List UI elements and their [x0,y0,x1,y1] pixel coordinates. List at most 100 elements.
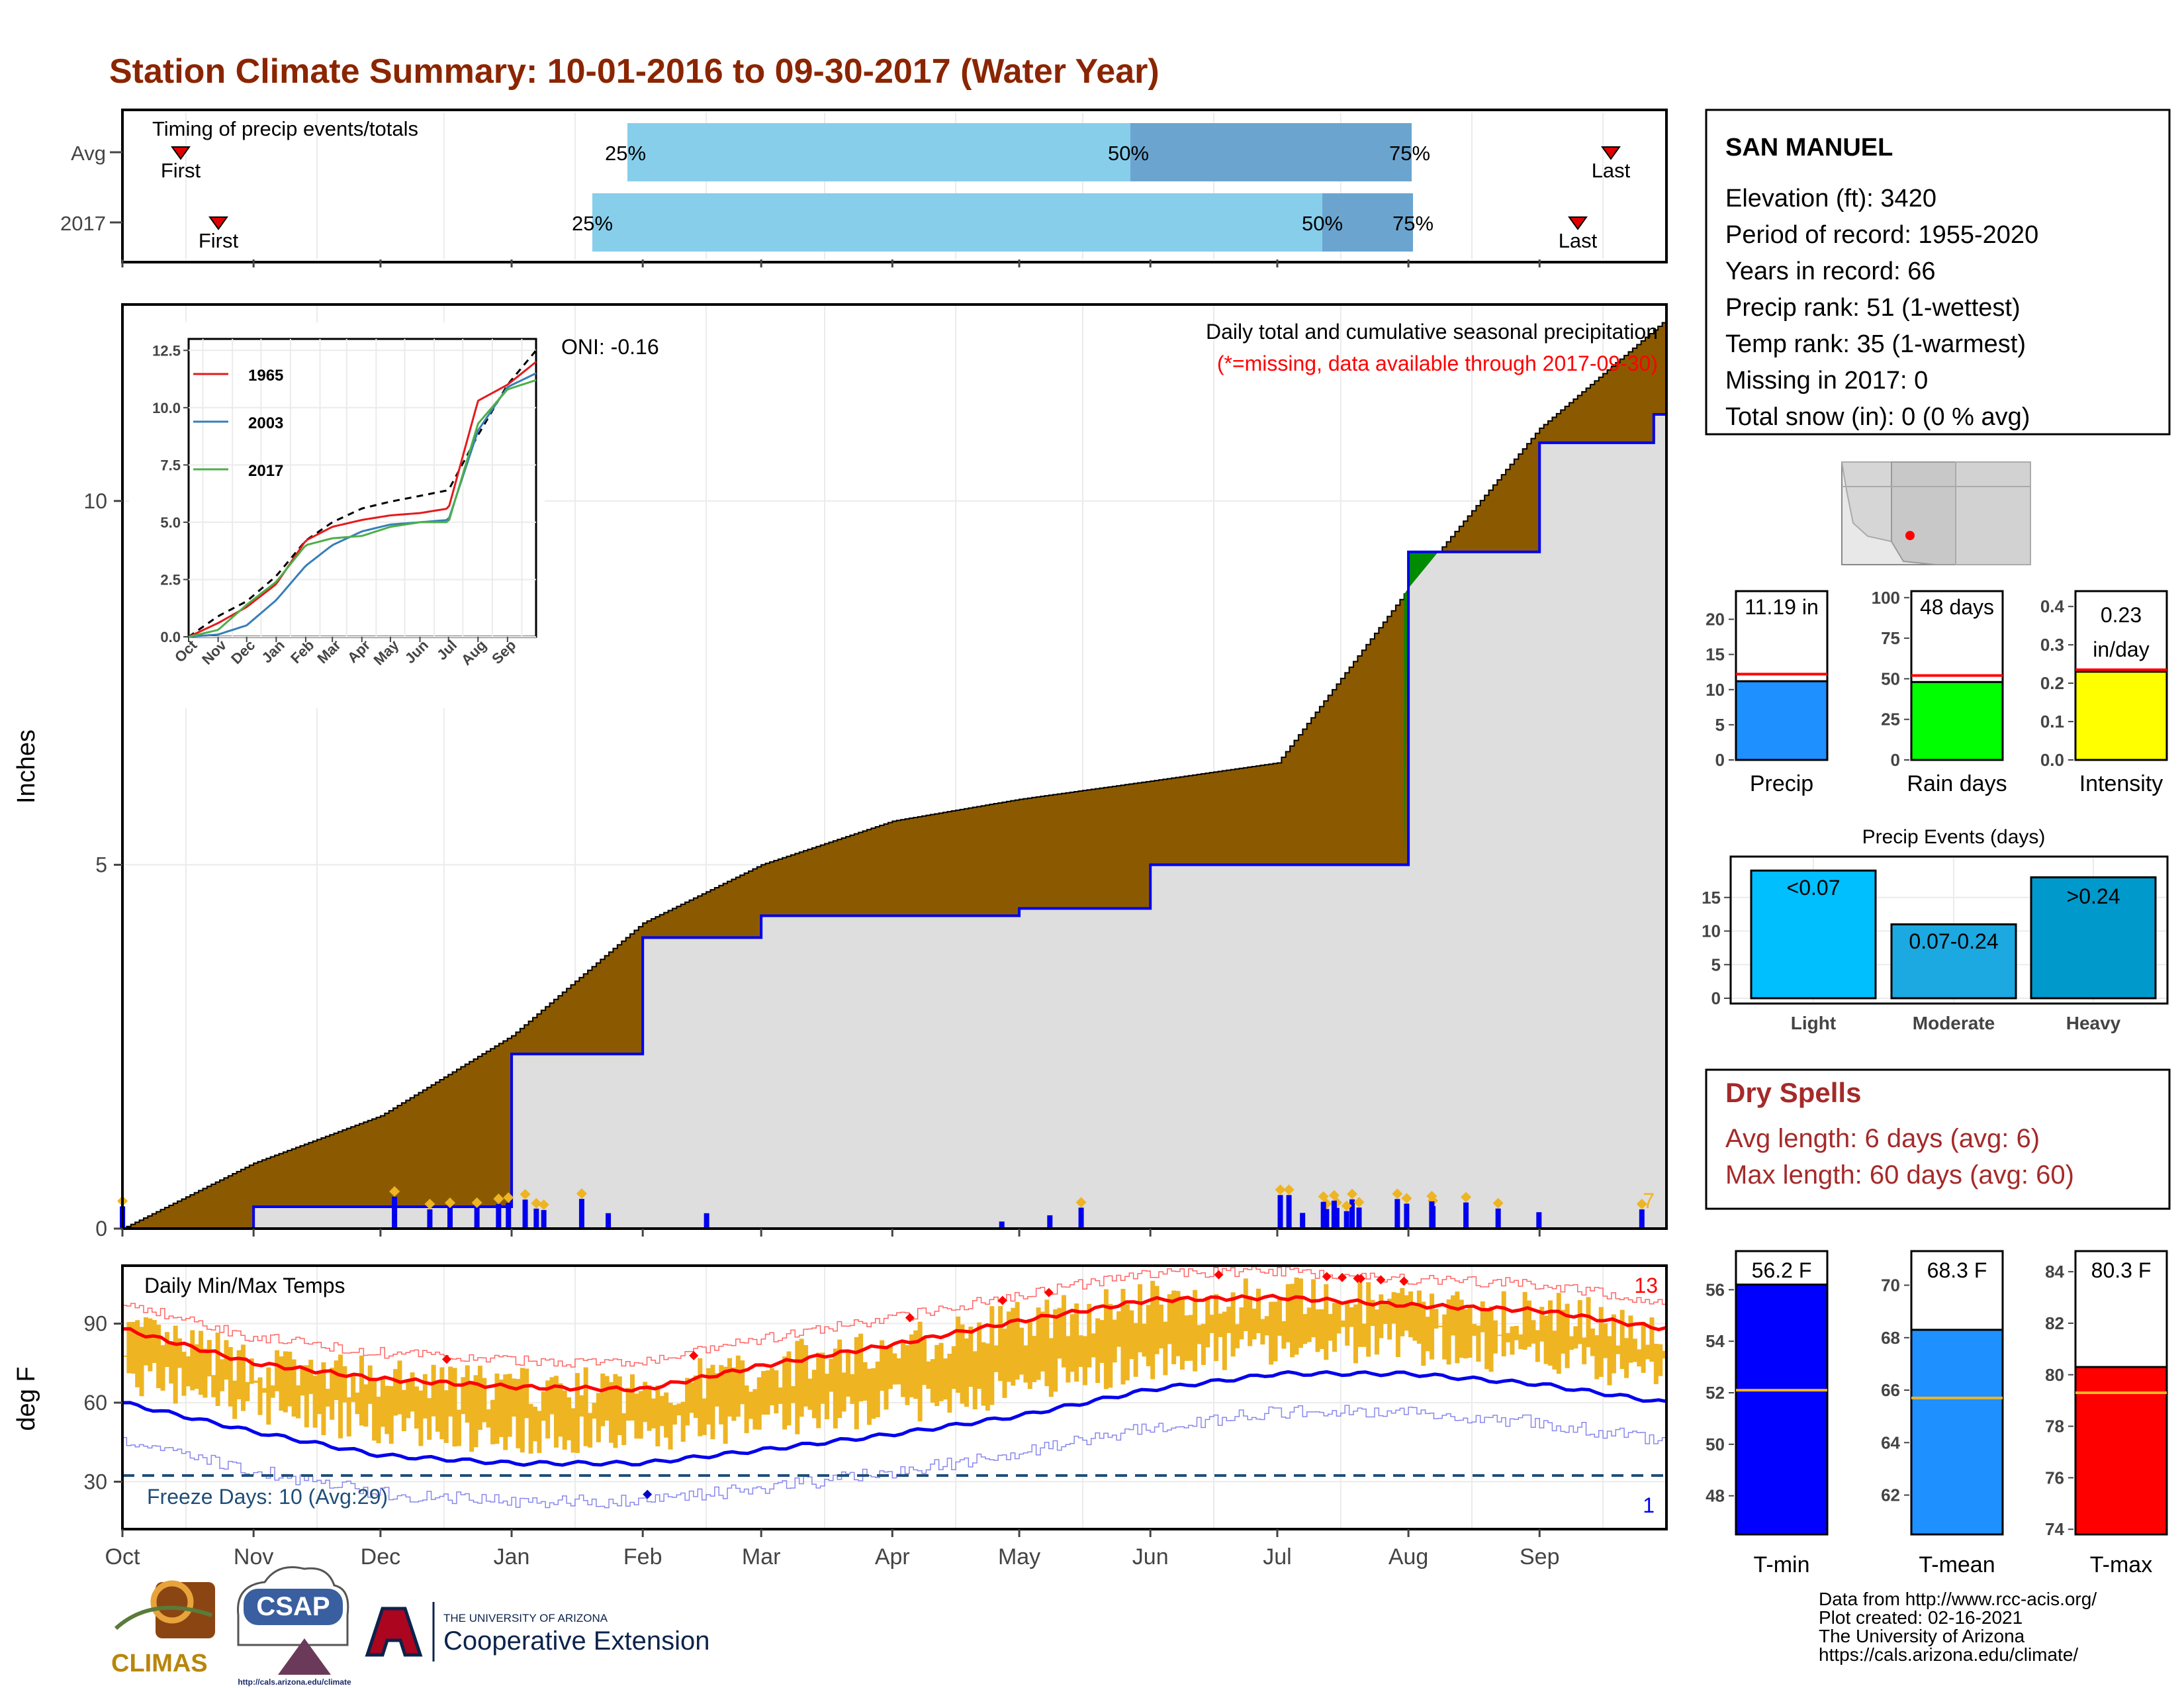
daily-temp-bar [541,1391,546,1421]
daily-temp-bar [583,1367,588,1446]
precip-events-panel: Precip Events (days) 0 5 10 15 Light Modera… [1702,826,2169,1033]
daily-temp-bar [1492,1320,1498,1354]
daily-temp-bar [503,1374,508,1450]
month-label: Jul [1263,1544,1291,1570]
daily-temp-bar [1078,1335,1083,1367]
daily-temp-bar [1501,1291,1506,1356]
legend-label-1965: 1965 [248,367,283,385]
daily-temp-bar [1074,1303,1079,1382]
daily-temp-bar [414,1386,420,1429]
daily-temp-bar [236,1350,242,1399]
daily-temp-bar [524,1368,529,1419]
daily-temp-bar [570,1408,576,1453]
daily-temp-bar [1480,1301,1485,1333]
daily-temp-bar [719,1365,724,1425]
daily-temp-bar [1091,1333,1096,1358]
daily-temp-bar [1302,1314,1308,1344]
daily-temp-bar [126,1322,132,1374]
daily-temp-bar [1649,1317,1655,1362]
small-axis-label: 64 [1881,1432,1900,1452]
daily-temp-bar [1446,1299,1451,1365]
daily-temp-bar [185,1356,191,1387]
daily-temp-bar [422,1374,428,1419]
daily-temp-bar [1188,1315,1193,1361]
record-min-line [122,1405,1666,1509]
daily-temp-bar [884,1346,889,1410]
small-axis-label: 66 [1881,1380,1900,1400]
daily-temp-bar [516,1379,521,1448]
heavy-event-marker [503,1192,514,1203]
station-missing: Missing in 2017: 0 [1725,367,1928,395]
daily-temp-bar [964,1338,969,1407]
daily-temp-bar [1506,1333,1511,1342]
daily-temp-bar [917,1321,923,1422]
avg-p50-label: 50% [1108,142,1149,165]
station-precip-rank: Precip rank: 51 (1-wettest) [1725,294,2021,322]
heavy-event-marker [576,1188,587,1199]
small-axis-label: 62 [1881,1485,1900,1505]
record-low-marker [643,1489,653,1499]
heavy-event-marker [520,1189,531,1200]
events-y-tick-label: 10 [1702,921,1721,941]
small-axis-label: 20 [1706,610,1725,630]
rain-days-bar [1910,680,2004,761]
daily-temp-bar [727,1358,733,1417]
daily-temp-bar [1552,1331,1557,1370]
daily-temp-bar [317,1370,322,1415]
small-axis-label: 48 [1706,1486,1725,1506]
daily-temp-bar [710,1364,715,1440]
events-bar [2030,876,2157,1000]
daily-temp-bar [985,1343,990,1411]
daily-temp-bar [1124,1304,1130,1381]
daily-temp-bar [1154,1286,1160,1354]
daily-temp-bar [1142,1323,1147,1357]
daily-temp-bar [296,1385,301,1419]
record-high-marker [1356,1274,1366,1284]
heavy-event-marker [1636,1198,1647,1209]
avg-max-line [122,1293,1667,1393]
daily-temp-bar [1662,1350,1667,1359]
daily-temp-bar [334,1360,339,1400]
daily-temp-bar [892,1353,897,1385]
inset-y-tick-label: 2.5 [160,571,181,588]
daily-temp-bar [1040,1311,1046,1372]
tmean-bar [1910,1329,2004,1536]
daily-temp-bar [1442,1314,1447,1360]
daily-precip-bar [541,1209,547,1229]
dry-spells-avg: Avg length: 6 days (avg: 6) [1725,1124,2040,1153]
daily-temp-bar [1269,1301,1274,1365]
daily-temp-bar [190,1330,195,1391]
heavy-event-marker [531,1197,542,1209]
inset-avg-line [188,350,537,638]
daily-temp-bar [634,1393,639,1439]
daily-temp-bar [1057,1307,1062,1359]
daily-temp-bar [862,1362,868,1401]
daily-temp-bar [625,1387,631,1421]
rain-days-bar-label: Rain days [1907,771,2007,796]
daily-temp-bar [139,1327,144,1397]
daily-temp-bar [130,1322,136,1374]
daily-temp-bar [630,1374,635,1421]
daily-temp-bar [1069,1314,1075,1372]
daily-temp-bar [1336,1303,1342,1334]
daily-temp-bar [220,1359,225,1391]
station-name: SAN MANUEL [1725,134,1893,162]
climas-swoosh [114,1605,212,1630]
daily-temp-bar [1027,1322,1032,1389]
daily-temp-bar [600,1373,606,1427]
daily-temp-bar [790,1385,796,1403]
daily-temp-bar [1556,1293,1561,1374]
daily-temp-bar [574,1373,580,1453]
temp-frame [121,1264,1668,1530]
month-label: Apr [875,1544,910,1570]
daily-temp-bar [473,1375,478,1448]
daily-temp-bar [177,1338,183,1368]
daily-temp-bar [1357,1282,1363,1347]
daily-temp-bar [1514,1325,1519,1340]
temp-y-tick-label: 30 [83,1470,107,1493]
daily-temp-bar [558,1383,563,1437]
daily-temp-bar [388,1385,394,1444]
precip-bar [1735,680,1829,761]
intensity-axis: 0.0 0.1 0.2 0.3 0.4 [2040,596,2073,770]
heavy-event-marker [538,1199,549,1210]
